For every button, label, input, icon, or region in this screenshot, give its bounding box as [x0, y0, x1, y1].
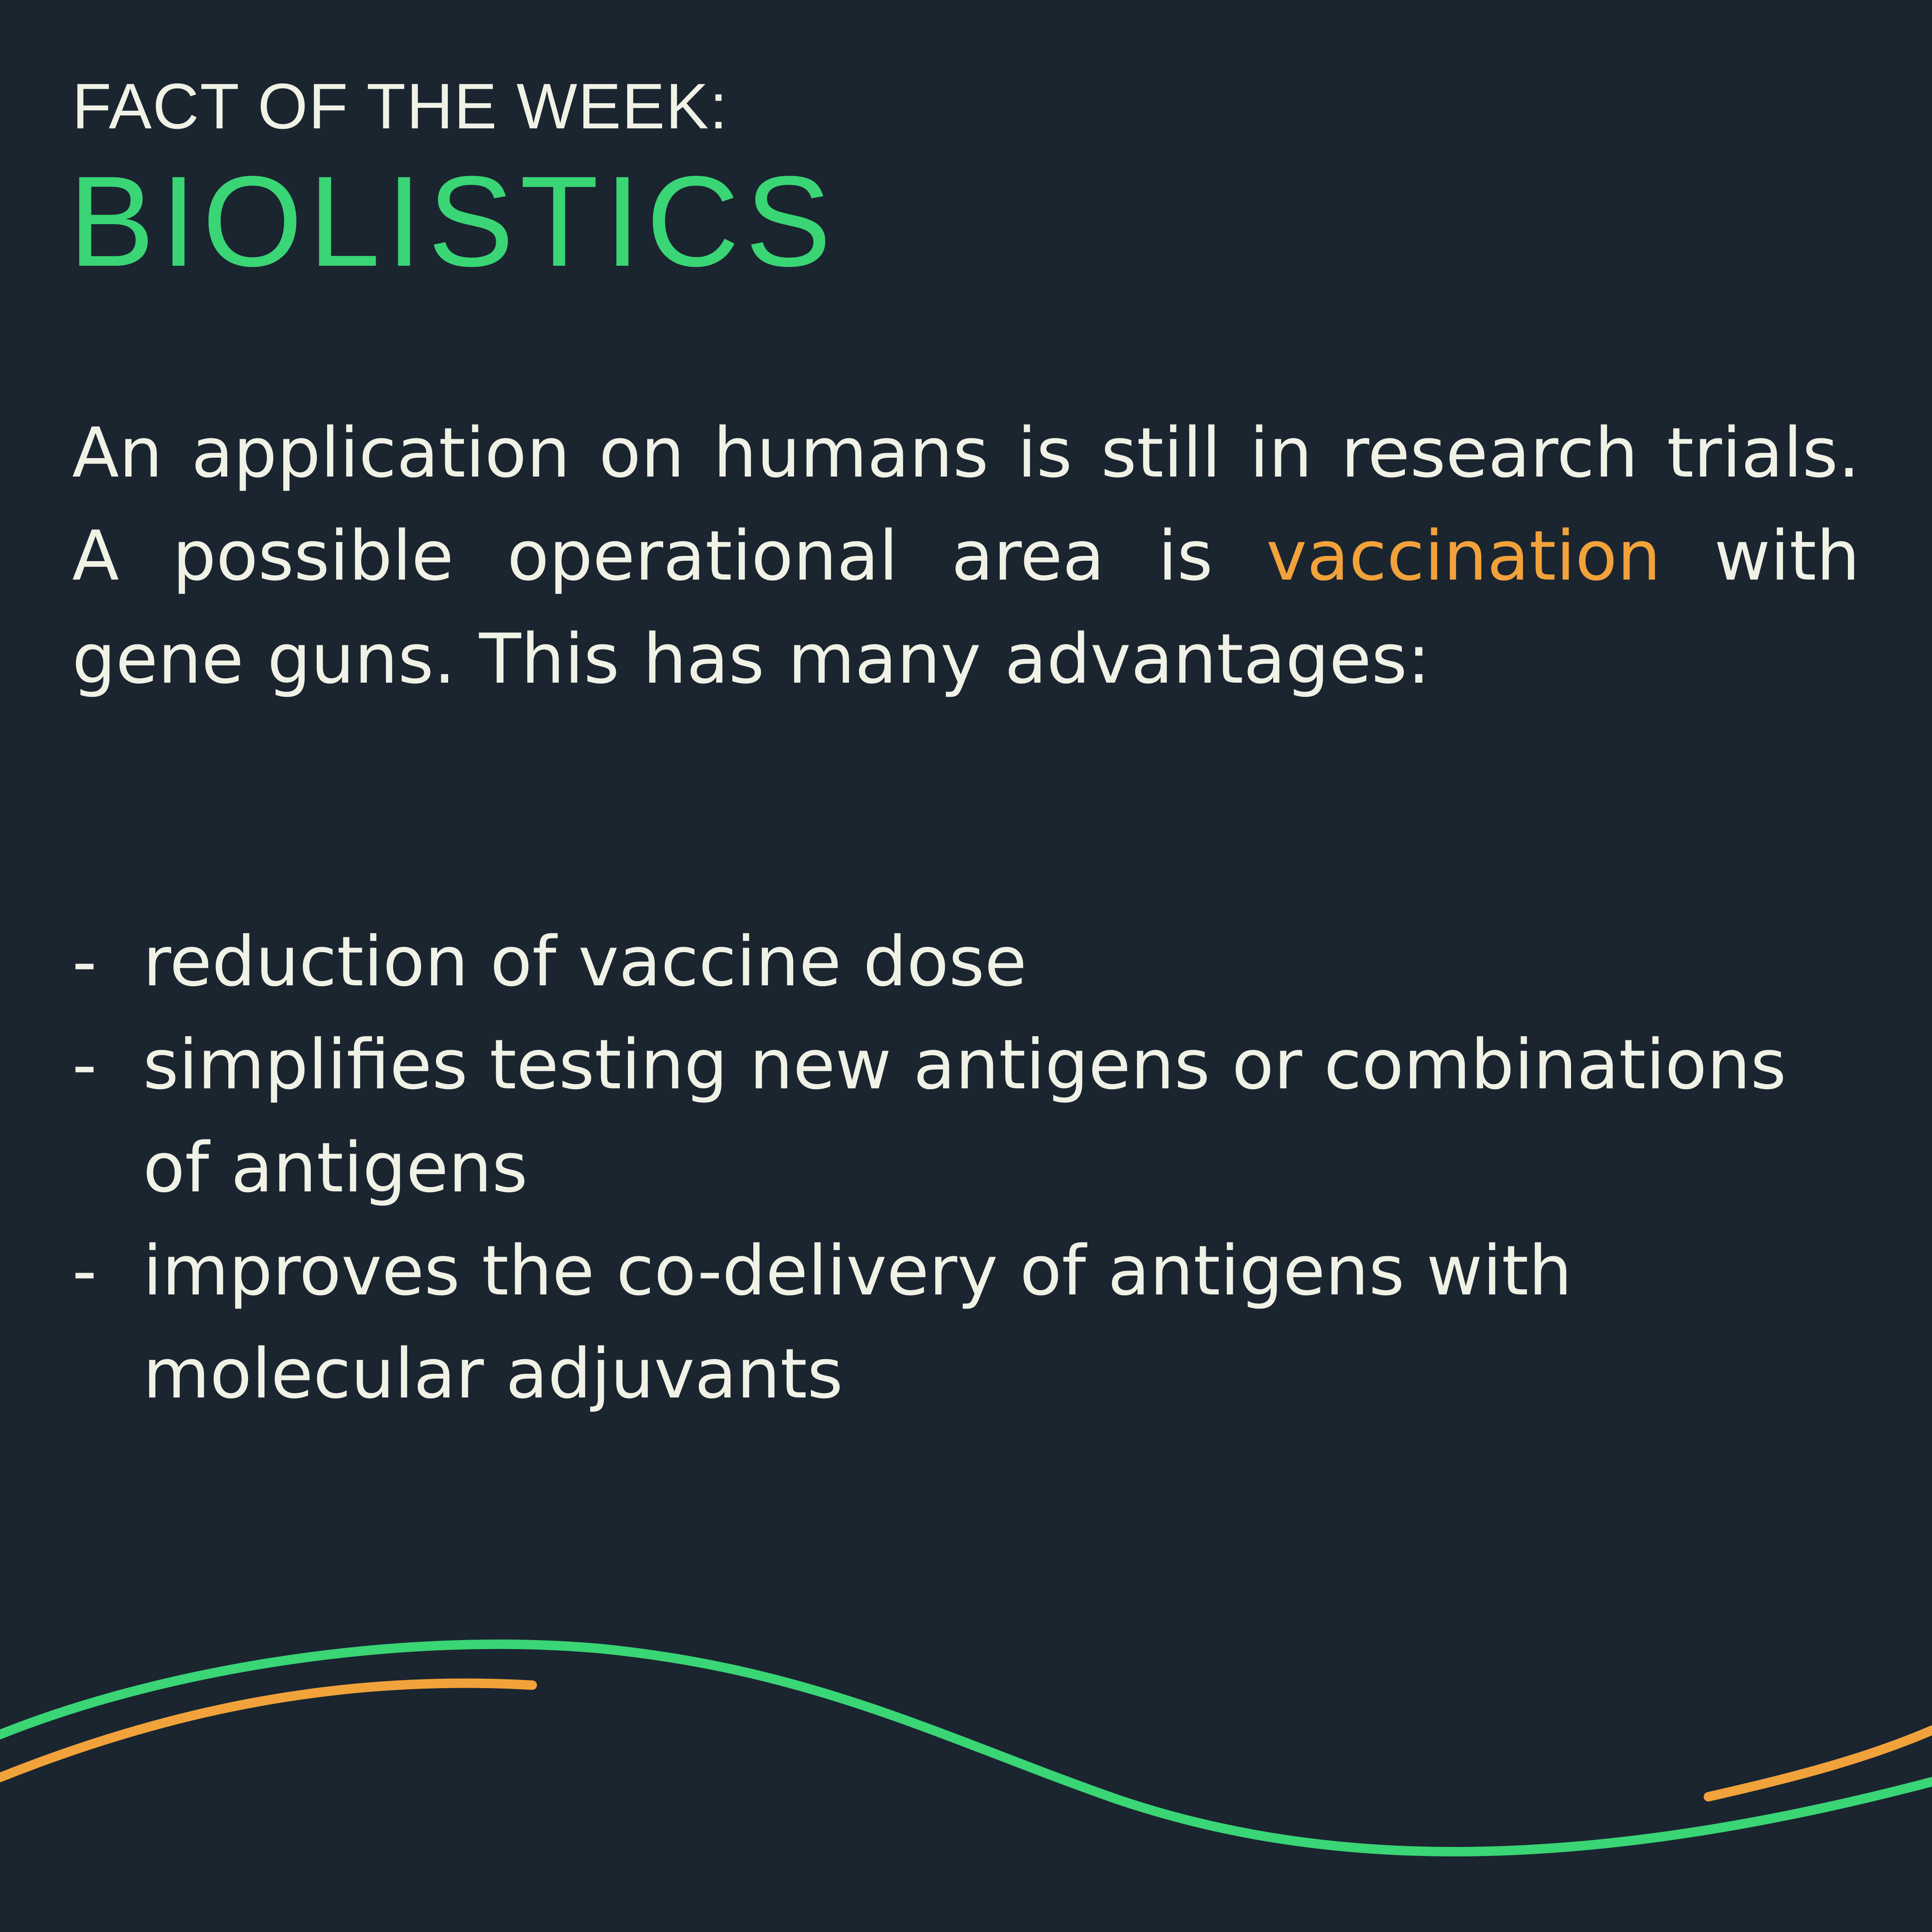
page-title: BIOLISTICS	[69, 149, 837, 293]
bullet-dash: -	[72, 1230, 97, 1311]
bullet-dash: -	[72, 921, 97, 1002]
list-item-text: improves the co-delivery of antigens wit…	[143, 1230, 1572, 1414]
bullet-dash: -	[72, 1024, 97, 1105]
list-item: - simplifies testing new antigens or com…	[72, 1013, 1860, 1219]
intro-text-before: An application on humans is still in res…	[72, 413, 1860, 596]
orange-wave-right-line	[1704, 1725, 1932, 1801]
list-item-text: reduction of vaccine dose	[143, 921, 1027, 1002]
kicker-text: FACT OF THE WEEK:	[72, 70, 728, 142]
intro-highlight: vaccination	[1266, 516, 1661, 596]
list-item-text: simplifies testing new antigens or combi…	[143, 1024, 1786, 1208]
intro-text-after: with gene guns. This has many advantages…	[72, 516, 1860, 699]
advantages-list: - reduction of vaccine dose - simplifies…	[72, 910, 1860, 1425]
green-wave-line	[0, 1639, 1932, 1856]
orange-wave-left-line	[0, 1678, 537, 1782]
list-item: - improves the co-delivery of antigens w…	[72, 1219, 1860, 1425]
list-item: - reduction of vaccine dose	[72, 910, 1860, 1013]
intro-paragraph: An application on humans is still in res…	[72, 401, 1860, 711]
